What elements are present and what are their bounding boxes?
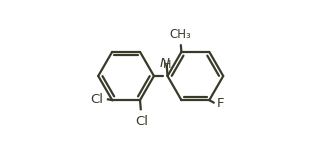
Text: Cl: Cl [135, 115, 148, 128]
Text: N: N [160, 57, 170, 70]
Text: F: F [217, 97, 225, 110]
Text: Cl: Cl [91, 93, 104, 106]
Text: CH₃: CH₃ [169, 28, 191, 41]
Text: H: H [163, 60, 172, 70]
